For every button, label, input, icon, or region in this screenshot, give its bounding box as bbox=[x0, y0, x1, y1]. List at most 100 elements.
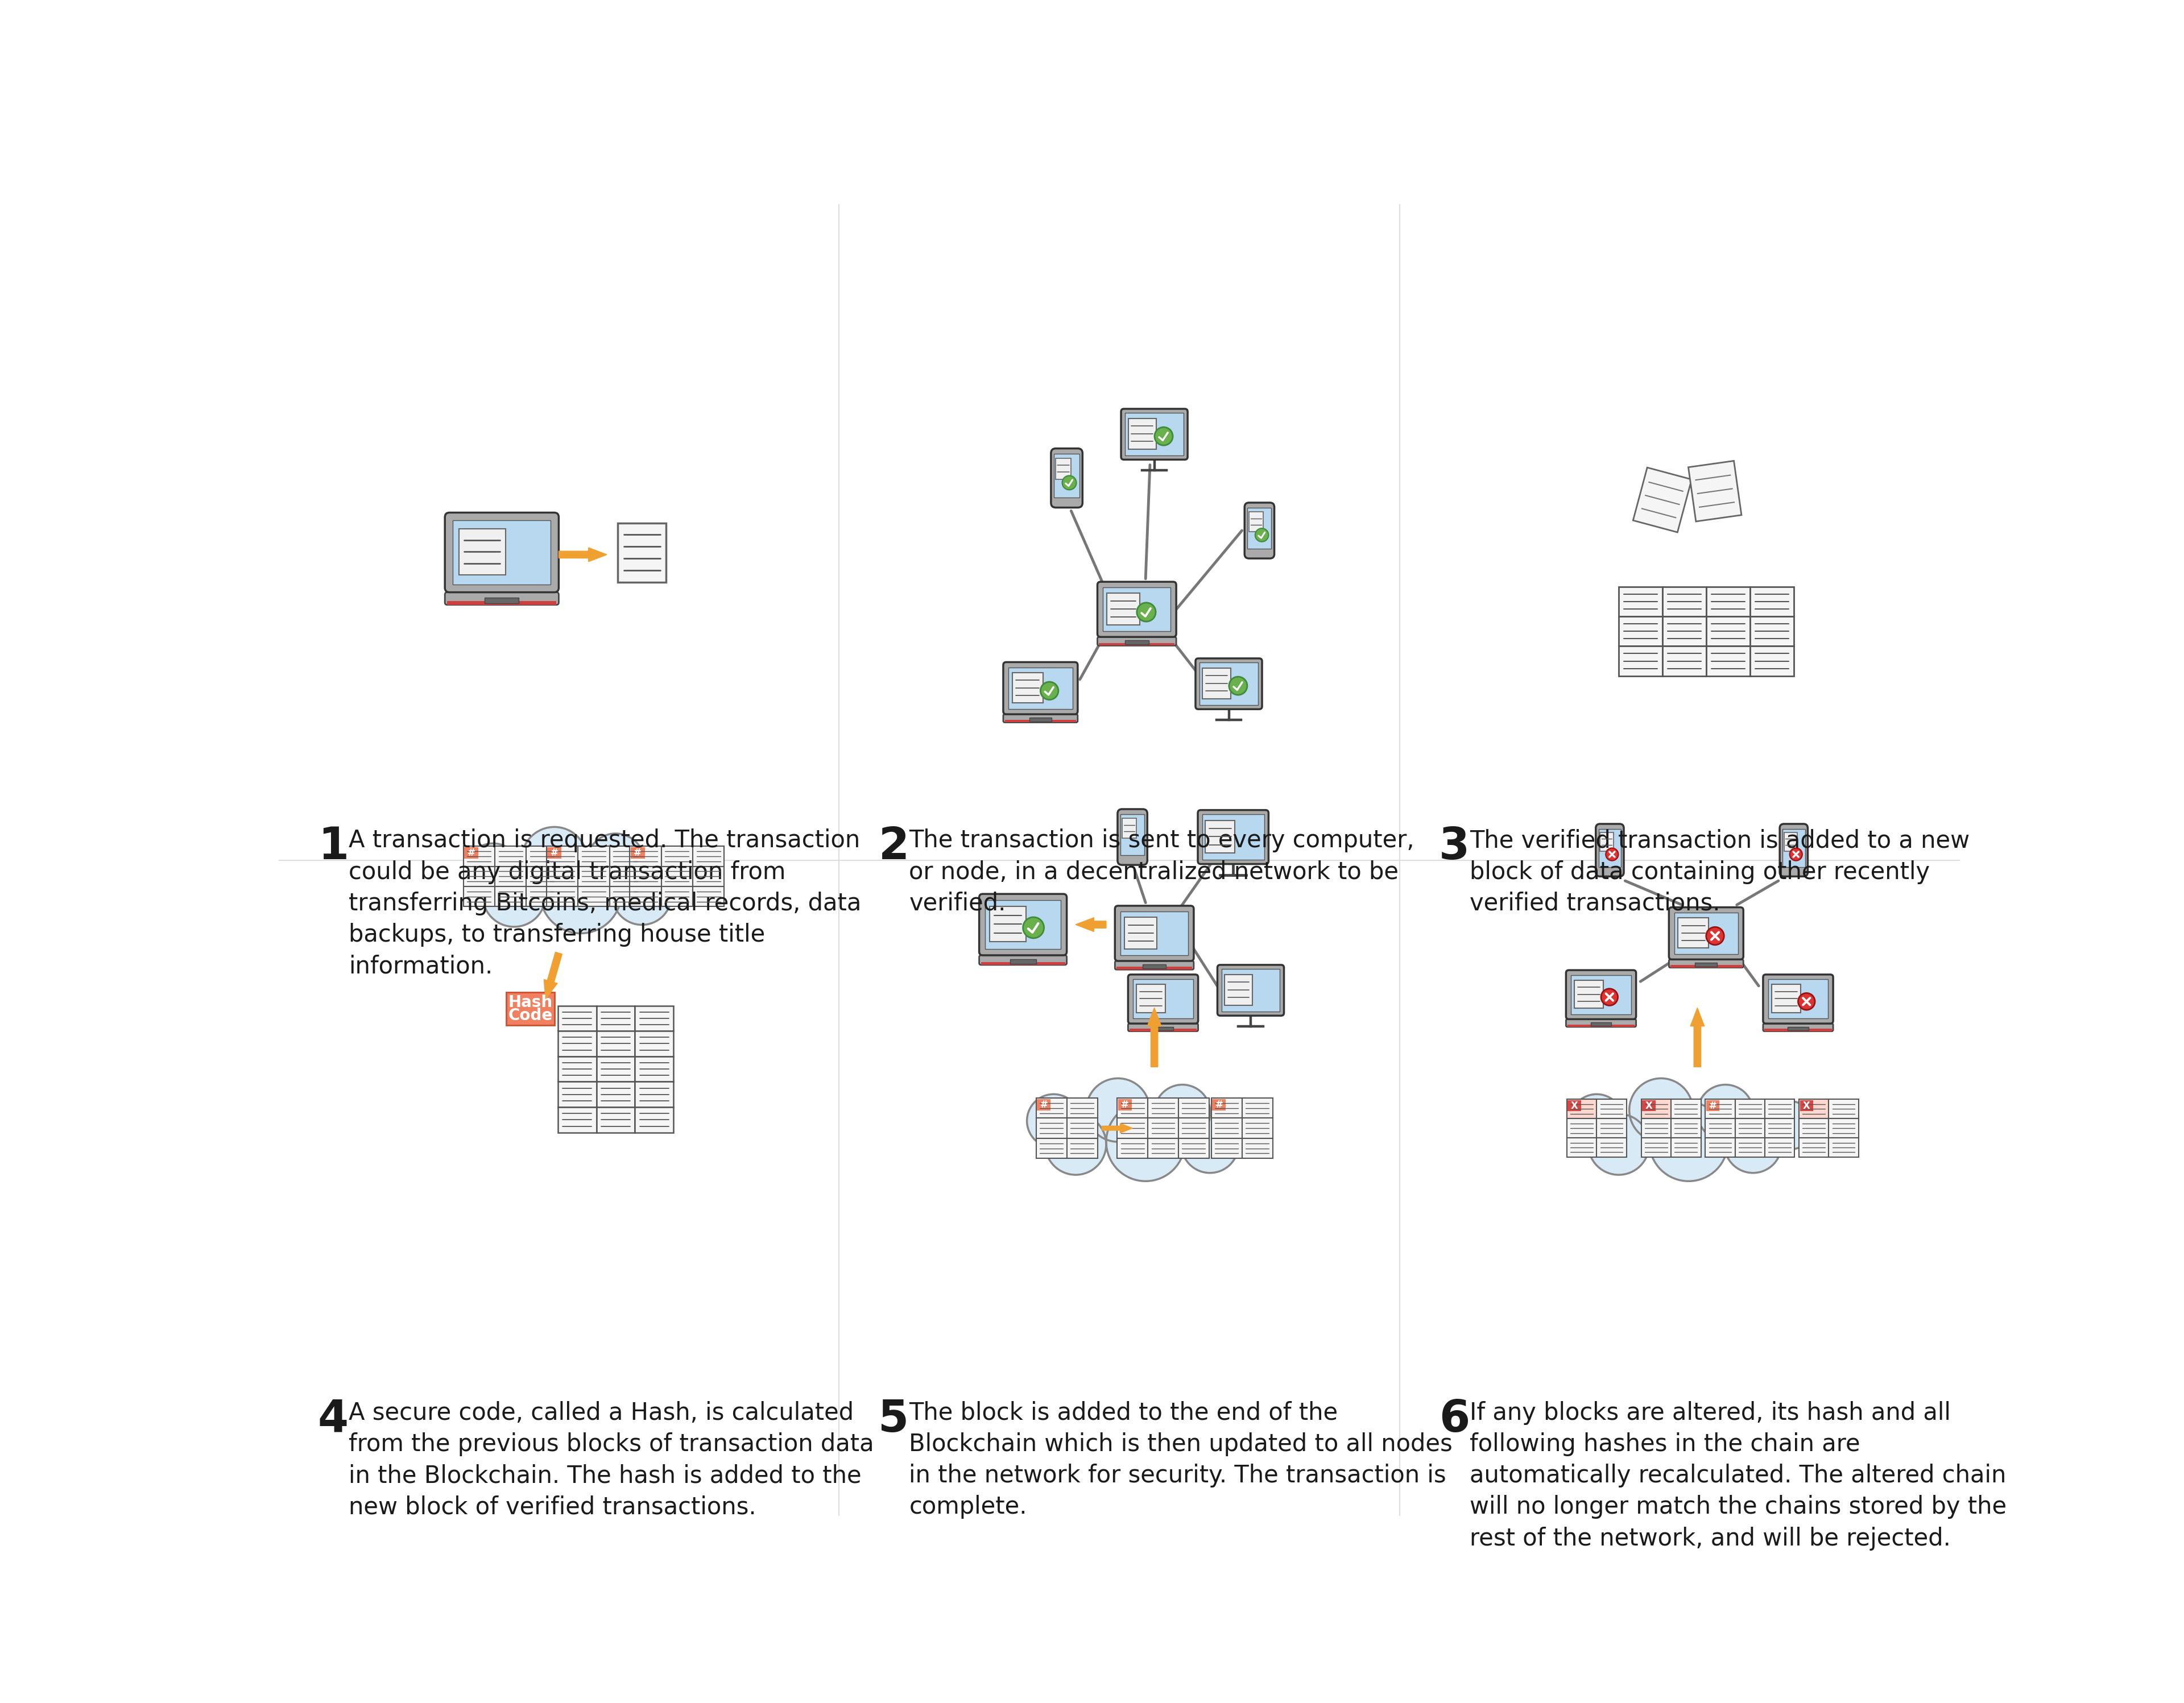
Circle shape bbox=[465, 843, 520, 899]
Bar bbox=[1035, 1138, 1066, 1158]
Bar bbox=[1118, 1098, 1131, 1110]
Bar bbox=[1570, 976, 1631, 1015]
Bar bbox=[1734, 1138, 1765, 1156]
Bar bbox=[1206, 821, 1234, 853]
Bar bbox=[1749, 586, 1793, 616]
Text: 6: 6 bbox=[1439, 1398, 1470, 1441]
Circle shape bbox=[612, 865, 670, 925]
Bar bbox=[1116, 967, 1192, 969]
Bar bbox=[463, 846, 496, 867]
FancyBboxPatch shape bbox=[1002, 662, 1077, 714]
Bar bbox=[546, 887, 579, 906]
Circle shape bbox=[1697, 1085, 1754, 1141]
Bar bbox=[692, 887, 725, 906]
FancyBboxPatch shape bbox=[1566, 1018, 1636, 1027]
Bar bbox=[985, 901, 1061, 949]
Bar bbox=[1243, 1098, 1273, 1119]
Bar bbox=[636, 1081, 673, 1107]
Circle shape bbox=[1649, 1102, 1728, 1182]
FancyBboxPatch shape bbox=[1002, 714, 1077, 722]
Bar bbox=[596, 1107, 636, 1132]
Bar bbox=[1597, 1138, 1627, 1156]
Bar bbox=[546, 867, 579, 887]
Text: #: # bbox=[1708, 1100, 1717, 1110]
Bar bbox=[1566, 1138, 1597, 1156]
Bar bbox=[1642, 1119, 1671, 1138]
Bar bbox=[1566, 1100, 1597, 1119]
Bar bbox=[465, 846, 478, 858]
Bar bbox=[1671, 966, 1743, 967]
Bar bbox=[1749, 616, 1793, 645]
Circle shape bbox=[1026, 1095, 1081, 1148]
Bar bbox=[596, 1081, 636, 1107]
FancyBboxPatch shape bbox=[446, 513, 559, 593]
Bar bbox=[1800, 1100, 1813, 1112]
FancyBboxPatch shape bbox=[1566, 971, 1636, 1018]
Bar bbox=[1784, 833, 1797, 852]
Bar bbox=[1149, 1119, 1179, 1138]
Bar bbox=[1642, 1100, 1655, 1112]
Bar bbox=[452, 521, 550, 584]
Bar bbox=[526, 846, 557, 867]
Bar bbox=[557, 1030, 596, 1056]
Circle shape bbox=[1046, 1114, 1105, 1175]
Text: 1: 1 bbox=[319, 826, 349, 869]
Bar bbox=[636, 1030, 673, 1056]
Text: 4: 4 bbox=[319, 1398, 349, 1441]
Bar bbox=[1066, 1098, 1096, 1119]
Circle shape bbox=[1040, 681, 1059, 700]
Bar bbox=[1120, 814, 1144, 855]
Bar bbox=[1125, 916, 1158, 949]
Bar bbox=[1129, 1029, 1197, 1032]
Circle shape bbox=[1570, 1095, 1623, 1148]
Bar bbox=[1201, 814, 1265, 860]
Bar bbox=[662, 887, 692, 906]
Bar bbox=[1116, 1138, 1149, 1158]
Bar bbox=[1601, 833, 1614, 852]
FancyBboxPatch shape bbox=[1120, 409, 1188, 460]
Text: A secure code, called a Hash, is calculated
from the previous blocks of transact: A secure code, called a Hash, is calcula… bbox=[349, 1402, 874, 1519]
Circle shape bbox=[1230, 676, 1247, 695]
Text: #: # bbox=[1120, 1100, 1129, 1110]
Bar bbox=[1179, 1098, 1210, 1119]
Bar bbox=[629, 867, 662, 887]
Bar bbox=[1675, 913, 1738, 954]
Bar bbox=[981, 962, 1066, 966]
Bar bbox=[1247, 507, 1271, 548]
Bar bbox=[1599, 829, 1621, 867]
Bar bbox=[596, 1005, 636, 1030]
FancyBboxPatch shape bbox=[978, 955, 1066, 966]
Circle shape bbox=[1789, 848, 1802, 860]
Bar bbox=[1103, 588, 1171, 632]
Bar bbox=[1099, 642, 1175, 645]
Bar bbox=[609, 846, 642, 867]
Bar bbox=[1749, 645, 1793, 676]
Text: The transaction is sent to every computer,
or node, in a decentralized network t: The transaction is sent to every compute… bbox=[909, 829, 1415, 916]
FancyBboxPatch shape bbox=[1780, 824, 1808, 877]
Bar bbox=[1734, 1100, 1765, 1119]
Bar bbox=[692, 846, 725, 867]
Circle shape bbox=[653, 850, 701, 901]
Bar bbox=[1123, 819, 1136, 838]
Bar bbox=[548, 846, 561, 858]
Bar bbox=[496, 867, 526, 887]
Bar bbox=[1055, 455, 1079, 497]
Bar bbox=[1769, 979, 1828, 1018]
Circle shape bbox=[1155, 1085, 1210, 1141]
Bar bbox=[1671, 1100, 1701, 1119]
Circle shape bbox=[1725, 1115, 1782, 1173]
Bar bbox=[1597, 1119, 1627, 1138]
Bar bbox=[1153, 1027, 1173, 1030]
Bar bbox=[1066, 1138, 1096, 1158]
Bar bbox=[1642, 1100, 1671, 1119]
Bar bbox=[1671, 1138, 1701, 1156]
FancyArrow shape bbox=[1147, 1008, 1162, 1066]
FancyBboxPatch shape bbox=[1129, 974, 1199, 1024]
Bar bbox=[629, 887, 662, 906]
FancyArrow shape bbox=[544, 952, 561, 1000]
Bar bbox=[1671, 1119, 1701, 1138]
Bar bbox=[1142, 964, 1166, 969]
Bar bbox=[1706, 1119, 1734, 1138]
Text: 3: 3 bbox=[1439, 826, 1470, 869]
FancyBboxPatch shape bbox=[978, 894, 1066, 955]
